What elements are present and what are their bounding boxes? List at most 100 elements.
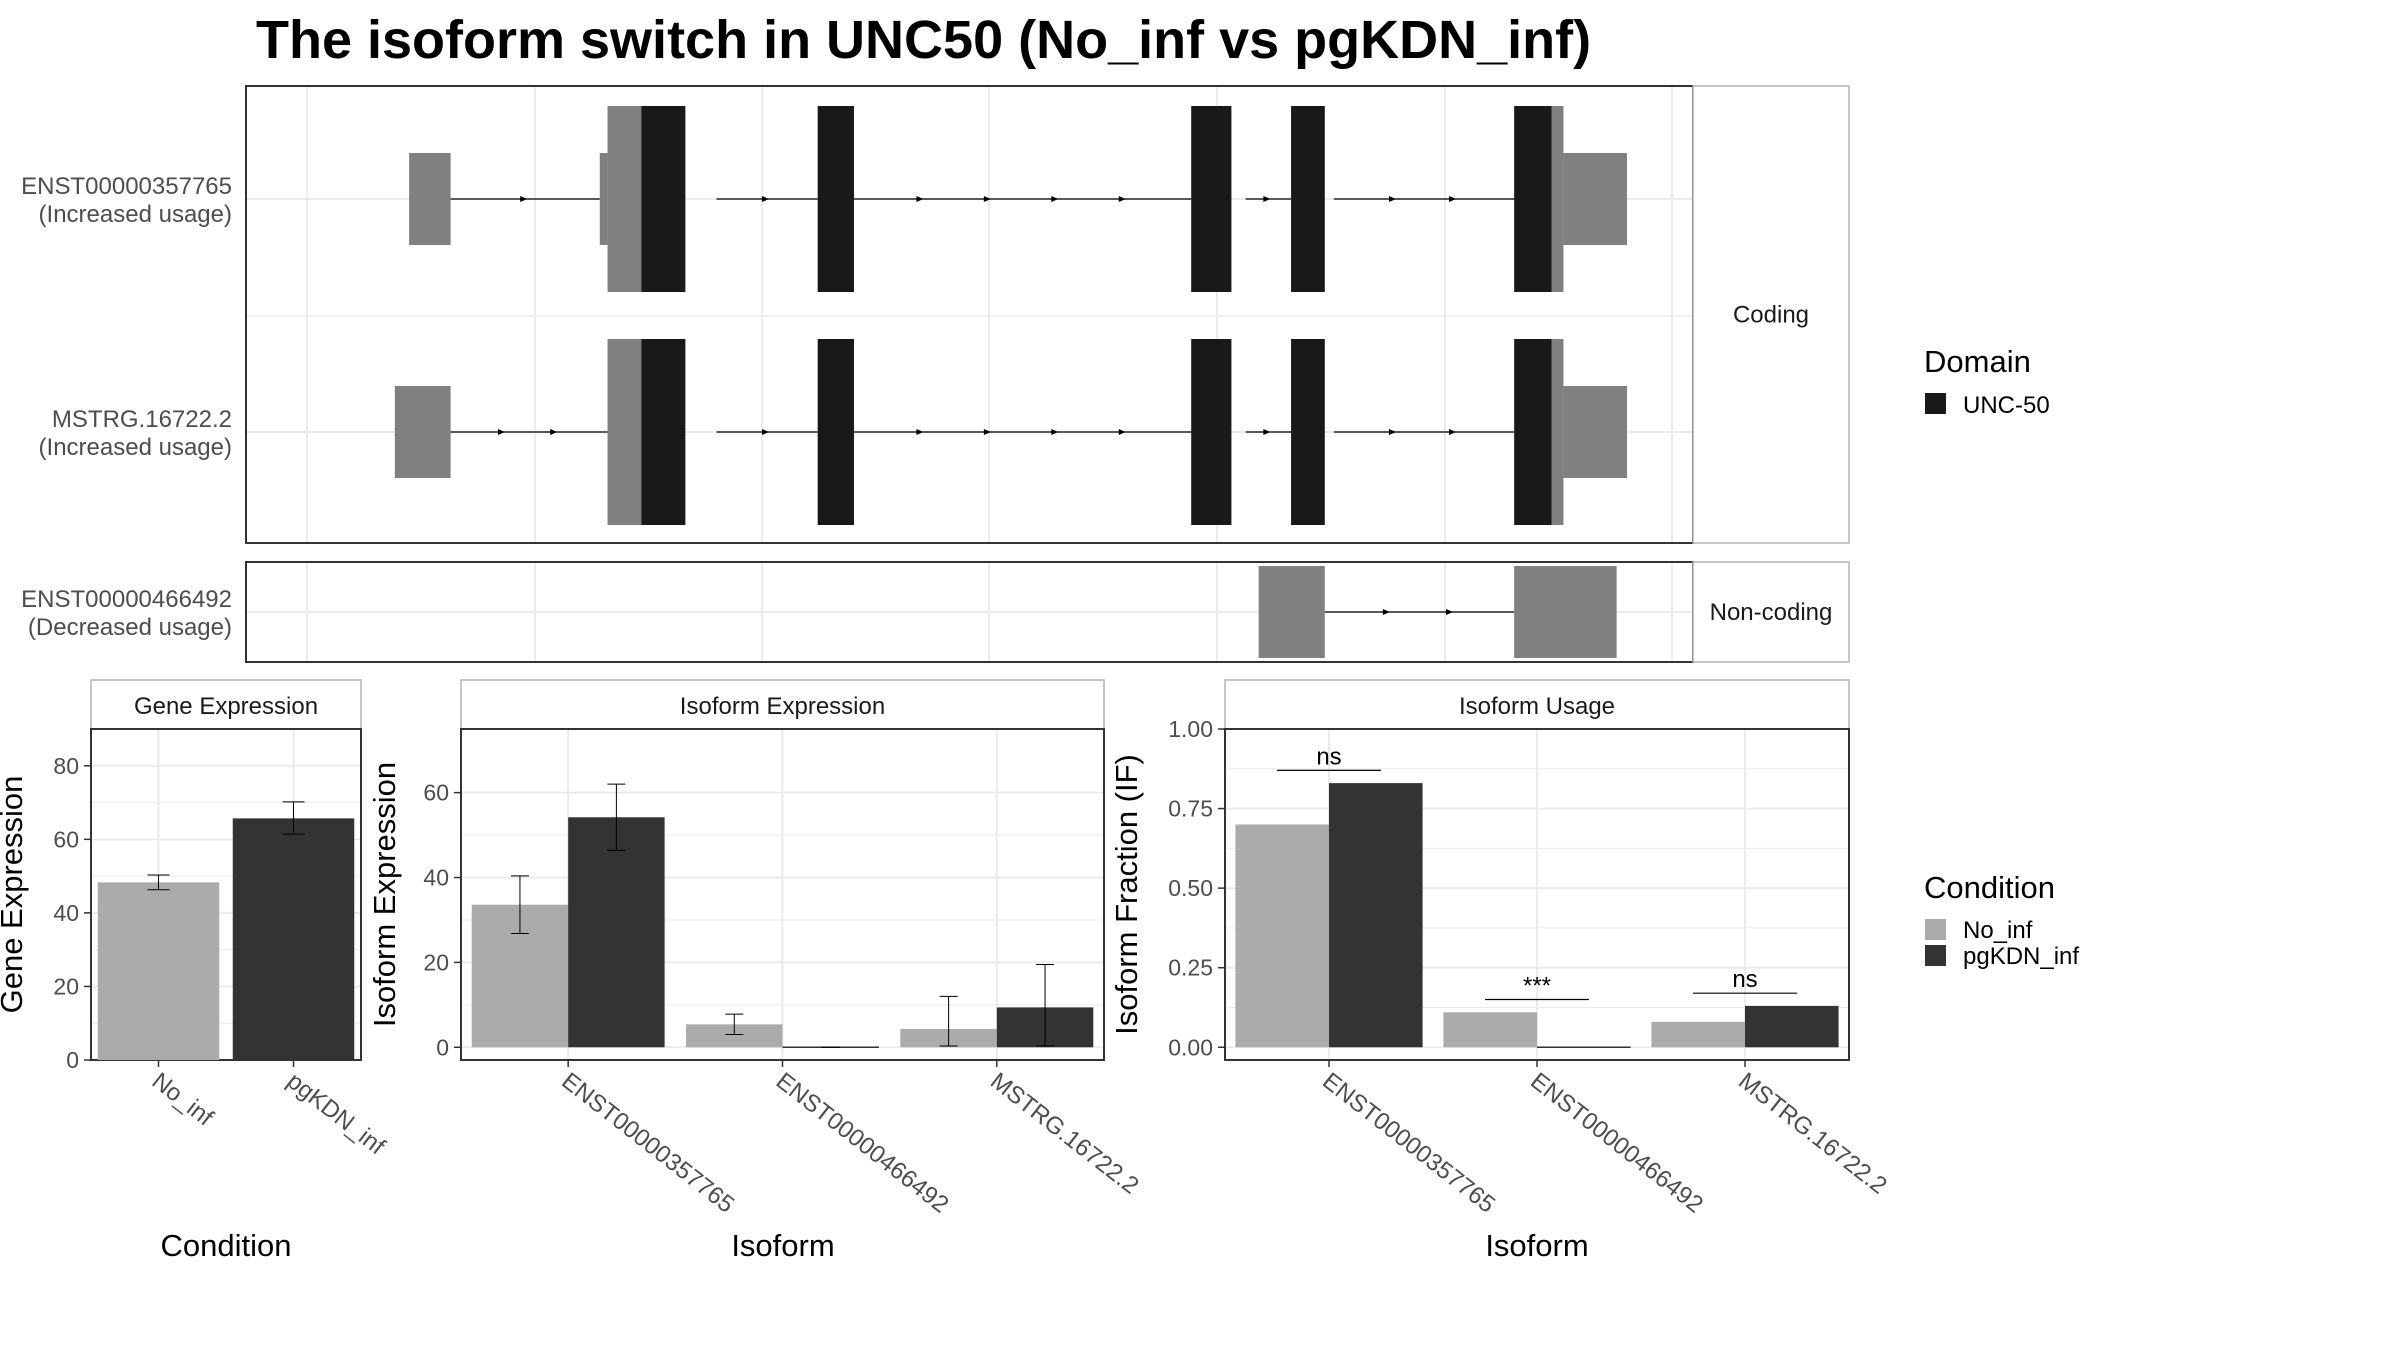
- y-tick-label: 60: [423, 780, 449, 806]
- intron-arrow: [520, 196, 528, 202]
- y-tick-label: 80: [53, 753, 79, 779]
- bar: [1235, 824, 1329, 1048]
- intron-arrow: [1118, 429, 1126, 435]
- bar-panel-border: [90, 728, 362, 1061]
- domain-exon: [641, 339, 686, 525]
- domain-exon: [641, 106, 686, 292]
- isoform-label: ENST00000357765: [21, 173, 232, 200]
- bar: [568, 817, 665, 1048]
- x-axis-title: Isoform: [1485, 1228, 1588, 1263]
- utr-exon: [1514, 566, 1617, 658]
- intron-arrow: [497, 429, 505, 435]
- significance-label: ***: [1523, 973, 1551, 1000]
- legend-key-no-inf: [1925, 919, 1946, 940]
- utr-exon: [1551, 106, 1564, 292]
- y-tick-label: 0.75: [1168, 796, 1213, 822]
- y-tick-label: 1.00: [1168, 716, 1213, 742]
- domain-legend-key: [1925, 393, 1946, 414]
- x-tick-label: No_inf: [147, 1067, 219, 1131]
- utr-exon: [1258, 566, 1325, 658]
- panel-strip: [460, 679, 1105, 730]
- y-tick-label: 0: [66, 1047, 79, 1073]
- y-tick-label: 0.00: [1168, 1034, 1213, 1060]
- y-tick-label: 60: [53, 826, 79, 852]
- intron-arrow: [983, 429, 991, 435]
- utr-exon: [394, 386, 451, 478]
- x-tick-label: MSTRG.16722.2: [985, 1067, 1144, 1199]
- y-tick-label: 40: [423, 865, 449, 891]
- intron-arrow: [550, 429, 558, 435]
- intron-arrow: [762, 429, 770, 435]
- y-tick-label: 0: [436, 1034, 449, 1060]
- domain-legend-label: UNC-50: [1963, 392, 2050, 419]
- isoform-label: ENST00000466492: [21, 586, 232, 613]
- facet-strip-label: Coding: [1733, 302, 1809, 329]
- utr-exon: [409, 153, 451, 245]
- facet-strip: [1692, 561, 1850, 663]
- significance-label: ns: [1316, 743, 1341, 770]
- marks-layer: [84, 106, 1946, 1067]
- figure-title: The isoform switch in UNC50 (No_inf vs p…: [256, 10, 1591, 70]
- y-axis-title: Gene Expression: [0, 776, 29, 1014]
- intron-arrow: [1446, 609, 1454, 615]
- domain-exon: [817, 106, 854, 292]
- domain-exon: [1291, 106, 1325, 292]
- isoform-label: MSTRG.16722.2: [52, 406, 232, 433]
- y-tick-label: 0.50: [1168, 875, 1213, 901]
- y-tick-label: 20: [423, 949, 449, 975]
- intron-arrow: [1449, 429, 1457, 435]
- panel-strip: [90, 679, 362, 730]
- x-tick-label: ENST00000466492: [771, 1067, 954, 1218]
- intron-arrow: [1388, 429, 1396, 435]
- x-tick-label: ENST00000357765: [556, 1067, 739, 1218]
- intron-arrow: [1449, 196, 1457, 202]
- intron-arrow: [983, 196, 991, 202]
- panel-strip-label: Gene Expression: [134, 693, 318, 720]
- intron-arrow: [916, 196, 924, 202]
- x-tick-label: pgKDN_inf: [282, 1067, 390, 1160]
- domain-exon: [1514, 339, 1552, 525]
- bar: [1651, 1021, 1745, 1048]
- intron-arrow: [1388, 196, 1396, 202]
- domain-exon: [1191, 106, 1232, 292]
- intron-arrow: [1263, 429, 1271, 435]
- intron-arrow: [1263, 196, 1271, 202]
- isoform-usage-label: (Increased usage): [39, 201, 232, 228]
- bar: [1329, 783, 1423, 1048]
- transcript-panel-bg: [246, 86, 1693, 543]
- intron-arrow: [1118, 196, 1126, 202]
- x-tick-label: MSTRG.16722.2: [1733, 1067, 1892, 1199]
- panel-strip-label: Isoform Usage: [1459, 693, 1615, 720]
- domain-legend-title: Domain: [1924, 344, 2031, 379]
- utr-exon: [1563, 153, 1627, 245]
- x-axis-title: Isoform: [731, 1228, 834, 1263]
- panel-strip-label: Isoform Expression: [680, 693, 885, 720]
- x-axis-title: Condition: [161, 1228, 292, 1263]
- intron-arrow: [762, 196, 770, 202]
- x-tick-label: ENST00000357765: [1317, 1067, 1500, 1218]
- utr-exon: [1563, 386, 1627, 478]
- bar: [686, 1024, 783, 1048]
- y-axis-title: Isoform Fraction (IF): [1109, 754, 1144, 1035]
- y-tick-label: 20: [53, 973, 79, 999]
- domain-exon: [817, 339, 854, 525]
- isoform-usage-label: (Decreased usage): [28, 614, 232, 641]
- domain-exon: [1291, 339, 1325, 525]
- intron-arrow: [916, 429, 924, 435]
- panel-strip: [1224, 679, 1850, 730]
- x-tick-label: ENST00000466492: [1525, 1067, 1708, 1218]
- utr-exon: [1551, 339, 1564, 525]
- utr-exon: [607, 339, 642, 525]
- legend-label-no-inf: No_inf: [1963, 917, 2033, 944]
- intron-arrow: [1051, 429, 1059, 435]
- legend-key-pgkdn-inf: [1925, 945, 1946, 966]
- bar: [1443, 1012, 1537, 1048]
- bar: [97, 882, 220, 1060]
- bar: [232, 818, 355, 1060]
- intron-arrow: [1051, 196, 1059, 202]
- utr-exon: [599, 153, 608, 245]
- facet-strip-label: Non-coding: [1710, 599, 1833, 626]
- y-axis-title: Isoform Expression: [367, 762, 402, 1027]
- intron-arrow: [1382, 609, 1390, 615]
- condition-legend-title: Condition: [1924, 870, 2055, 905]
